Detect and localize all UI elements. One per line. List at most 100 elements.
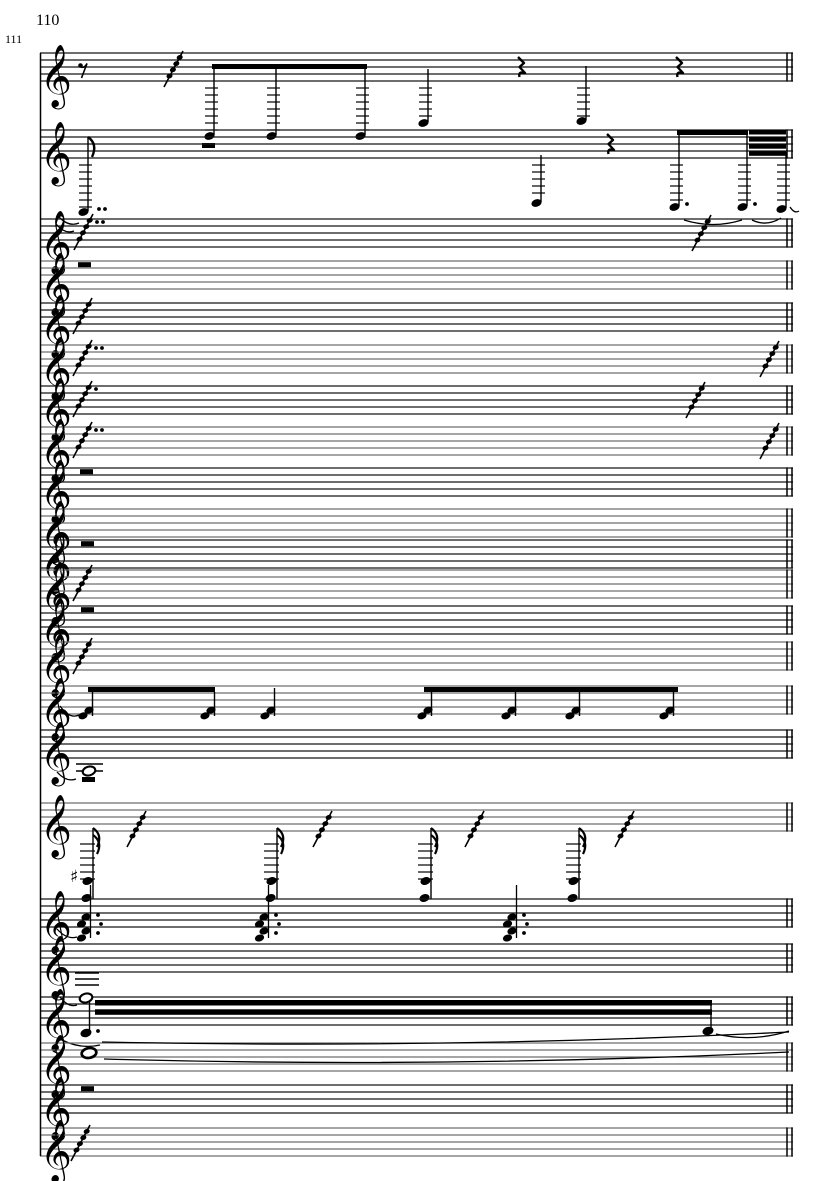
treble-clef-icon: 𝄞 bbox=[40, 677, 72, 743]
staff-20: 𝄞 bbox=[40, 972, 793, 1054]
staff-3: 𝄞 bbox=[40, 210, 793, 276]
staff-14: 𝄞 bbox=[40, 633, 793, 699]
end-barline bbox=[786, 685, 793, 715]
treble-clef-icon: 𝄞 bbox=[40, 890, 72, 956]
quarter-rest bbox=[606, 133, 616, 155]
beam bbox=[212, 64, 367, 69]
staff-lines bbox=[40, 385, 793, 415]
staff-22: 𝄞 bbox=[40, 1076, 793, 1142]
treble-clef-icon: 𝄞 bbox=[40, 721, 72, 787]
treble-clef-icon: 𝄞 bbox=[40, 1034, 72, 1100]
treble-clef-icon: 𝄞 bbox=[40, 935, 72, 1001]
end-barline bbox=[786, 344, 793, 374]
note-column bbox=[418, 69, 432, 127]
quarter-rest bbox=[517, 56, 527, 78]
treble-clef-icon: 𝄞 bbox=[40, 794, 72, 860]
treble-clef-icon: 𝄞 bbox=[40, 459, 72, 525]
staff-9: 𝄞 bbox=[40, 459, 793, 525]
grace-tremolo-figure bbox=[72, 564, 93, 602]
end-barline bbox=[786, 1127, 793, 1157]
staff-23: 𝄞 bbox=[40, 1119, 793, 1181]
staff-11: 𝄞 bbox=[40, 531, 793, 597]
chord bbox=[260, 688, 276, 720]
end-barline bbox=[786, 260, 793, 290]
chord-cluster bbox=[502, 885, 529, 942]
treble-clef-icon: 𝄞 bbox=[40, 1076, 72, 1142]
staff-6: 𝄞 bbox=[40, 336, 793, 402]
staff-lines bbox=[40, 569, 793, 599]
treble-clef-icon: 𝄞 bbox=[40, 531, 72, 597]
staff-lines bbox=[40, 641, 793, 671]
staff-lines bbox=[40, 426, 793, 456]
end-barline bbox=[786, 467, 793, 497]
staff-lines bbox=[40, 302, 793, 332]
chord-cluster bbox=[254, 885, 281, 942]
grace-tremolo-figure bbox=[70, 1124, 91, 1162]
tie-slur bbox=[61, 1039, 101, 1048]
note-column bbox=[669, 135, 689, 211]
treble-clef-icon: 𝄞 bbox=[40, 418, 72, 484]
chord bbox=[659, 692, 675, 720]
end-barline bbox=[786, 996, 793, 1026]
end-barline bbox=[786, 943, 793, 973]
staff-lines bbox=[40, 218, 793, 248]
staff-5: 𝄞 bbox=[40, 294, 793, 360]
tie-slur bbox=[683, 219, 743, 226]
staff-lines bbox=[40, 129, 793, 159]
grace-tremolo-figure bbox=[72, 637, 93, 675]
grace-tremolo-figure bbox=[464, 810, 485, 848]
chord bbox=[565, 692, 581, 720]
arpeggio-figure bbox=[566, 827, 587, 902]
beam bbox=[677, 130, 748, 135]
treble-clef-icon: 𝄞 bbox=[40, 252, 72, 318]
arpeggio-figure bbox=[80, 827, 101, 902]
staff-lines bbox=[40, 729, 793, 759]
staff-4: 𝄞 bbox=[40, 252, 793, 318]
treble-clef-icon: 𝄞 bbox=[40, 377, 72, 443]
tremolo-beam bbox=[95, 1009, 712, 1015]
end-barline bbox=[786, 218, 793, 248]
tie-slur bbox=[56, 928, 78, 939]
chord bbox=[501, 692, 517, 720]
whole-rest bbox=[81, 541, 94, 547]
measure-number-110: 110 bbox=[36, 12, 60, 29]
sharp-icon: ♯ bbox=[70, 867, 78, 887]
grace-tremolo-figure bbox=[759, 340, 780, 378]
tie-slur bbox=[55, 223, 75, 233]
staff-lines bbox=[40, 1084, 793, 1114]
staff-lines bbox=[40, 1127, 793, 1157]
end-barline bbox=[786, 129, 793, 159]
tie-slur bbox=[789, 206, 800, 213]
chord-cluster bbox=[76, 885, 103, 942]
end-barline bbox=[786, 1042, 793, 1072]
tie-slur bbox=[59, 996, 78, 1007]
staff-lines bbox=[40, 898, 793, 928]
whole-rest bbox=[81, 607, 94, 613]
staff-18: 𝄞 bbox=[40, 885, 793, 956]
svg-text:♯: ♯ bbox=[70, 867, 78, 887]
end-barline bbox=[786, 385, 793, 415]
staff-lines bbox=[40, 52, 793, 82]
staff-15: 𝄞 bbox=[40, 677, 793, 743]
staff-lines bbox=[40, 943, 793, 973]
end-barline bbox=[786, 641, 793, 671]
grace-tremolo-figure bbox=[72, 421, 104, 459]
chord bbox=[78, 692, 94, 720]
beam bbox=[88, 687, 215, 692]
end-barline bbox=[786, 1084, 793, 1114]
treble-clef-icon: 𝄞 bbox=[40, 561, 72, 627]
chord bbox=[200, 692, 216, 720]
note-column bbox=[355, 69, 369, 140]
grace-tremolo-figure bbox=[691, 214, 712, 252]
end-barline bbox=[786, 302, 793, 332]
treble-clef-icon: 𝄞 bbox=[40, 336, 72, 402]
tremolo-beam bbox=[95, 1000, 712, 1006]
treble-clef-icon: 𝄞 bbox=[40, 294, 72, 360]
measure-number-111: 111 bbox=[5, 32, 23, 46]
note-column bbox=[531, 155, 545, 207]
staff-lines bbox=[40, 467, 793, 497]
end-barline bbox=[786, 508, 793, 538]
treble-clef-icon: 𝄞 bbox=[40, 500, 72, 566]
end-barline bbox=[786, 802, 793, 832]
